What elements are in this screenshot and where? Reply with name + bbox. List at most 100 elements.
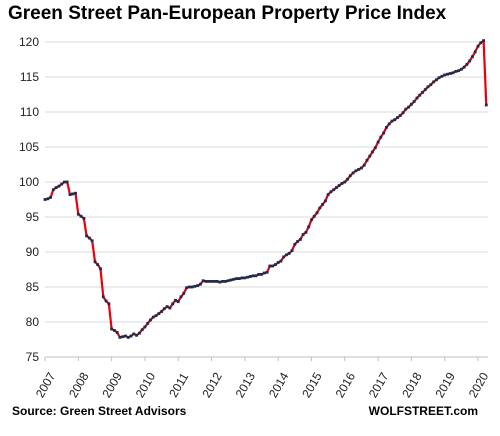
- x-tick-label: 2007: [33, 370, 59, 400]
- data-point: [210, 280, 213, 283]
- data-point: [332, 188, 336, 192]
- data-point: [149, 318, 152, 322]
- series-markers: [43, 39, 488, 339]
- source-note: Source: Green Street Advisors: [12, 404, 187, 418]
- data-point: [249, 275, 252, 278]
- chart-title: Green Street Pan-European Property Price…: [8, 3, 447, 24]
- data-point: [482, 39, 485, 42]
- data-point: [398, 114, 402, 117]
- data-point: [99, 267, 102, 271]
- data-point: [185, 286, 188, 290]
- data-point: [160, 310, 163, 313]
- data-point: [190, 285, 194, 289]
- data-point: [348, 174, 352, 178]
- data-point: [299, 238, 302, 241]
- y-tick-label: 115: [20, 70, 39, 84]
- y-tick-label: 75: [26, 350, 40, 364]
- data-point: [465, 63, 469, 66]
- data-point: [54, 186, 58, 189]
- data-point: [476, 44, 480, 48]
- data-point: [193, 284, 197, 288]
- data-point: [279, 259, 283, 263]
- data-point: [82, 217, 86, 220]
- x-tick-label: 2010: [133, 370, 159, 400]
- data-point: [107, 302, 111, 306]
- data-point: [124, 334, 127, 338]
- data-point: [329, 190, 333, 194]
- data-point: [224, 280, 227, 283]
- data-point: [390, 119, 394, 123]
- data-point: [229, 278, 233, 282]
- data-point: [443, 73, 447, 77]
- data-point: [110, 327, 113, 331]
- data-point: [179, 295, 183, 299]
- data-point: [226, 279, 230, 283]
- data-point: [404, 107, 408, 111]
- data-point: [49, 196, 52, 199]
- data-point: [65, 180, 69, 184]
- data-point: [129, 334, 133, 338]
- data-point: [171, 302, 175, 306]
- data-point: [254, 274, 258, 278]
- data-point: [346, 177, 349, 181]
- data-point: [301, 233, 305, 236]
- data-point: [126, 336, 130, 339]
- data-point: [201, 279, 205, 283]
- data-point: [118, 336, 122, 339]
- data-point: [315, 211, 319, 215]
- x-tick-label: 2016: [333, 370, 359, 400]
- data-point: [379, 135, 383, 139]
- data-point: [43, 198, 47, 201]
- y-axis: 75 80 85 90 95 100 105 110 115 120: [19, 35, 39, 364]
- x-tick-label: 2015: [299, 370, 325, 400]
- data-point: [51, 188, 55, 192]
- data-point: [196, 284, 200, 287]
- data-point: [282, 255, 286, 259]
- x-tick-label: 2018: [399, 370, 425, 400]
- data-point: [268, 264, 272, 268]
- data-point: [457, 69, 460, 73]
- data-point: [174, 298, 177, 302]
- data-point: [418, 93, 422, 97]
- data-point: [265, 270, 269, 274]
- data-point: [412, 100, 416, 103]
- data-point: [382, 131, 385, 135]
- data-point: [312, 214, 316, 218]
- data-point: [421, 91, 424, 94]
- y-tick-label: 85: [26, 280, 40, 294]
- data-point: [357, 168, 361, 171]
- data-point: [448, 72, 452, 75]
- data-point: [168, 306, 172, 310]
- data-point: [151, 315, 155, 319]
- x-tick-label: 2009: [99, 370, 125, 400]
- data-point: [240, 276, 244, 280]
- data-point: [307, 225, 311, 229]
- data-point: [337, 184, 341, 187]
- data-point: [237, 277, 241, 280]
- data-point: [373, 146, 377, 150]
- data-point: [113, 329, 116, 332]
- data-point: [204, 280, 208, 283]
- data-point: [57, 184, 61, 188]
- data-point: [371, 150, 374, 154]
- data-point: [454, 70, 458, 73]
- data-point: [354, 169, 358, 173]
- data-point: [154, 314, 158, 318]
- data-point: [385, 126, 388, 129]
- data-point: [243, 276, 247, 280]
- x-tick-label: 2014: [266, 370, 292, 400]
- data-point: [115, 331, 119, 334]
- data-point: [326, 193, 330, 196]
- data-point: [351, 171, 355, 175]
- x-tick-label: 2019: [432, 370, 458, 400]
- data-point: [407, 105, 410, 109]
- data-point: [76, 212, 80, 216]
- data-point: [138, 331, 141, 335]
- data-point: [257, 273, 261, 276]
- data-point: [287, 252, 291, 255]
- data-point: [479, 41, 483, 45]
- series-line-path: [44, 39, 488, 339]
- data-point: [235, 277, 238, 280]
- data-point: [473, 50, 477, 54]
